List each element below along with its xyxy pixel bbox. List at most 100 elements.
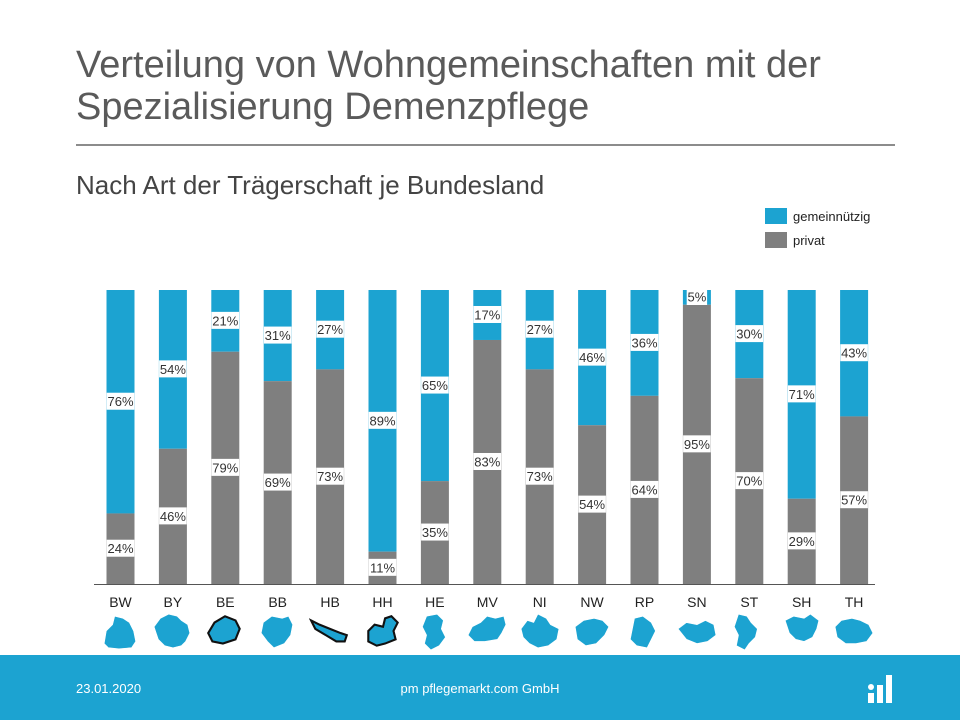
legend-label-gemeinnuetzig: gemeinnützig [793,208,871,224]
value-label-gemeinnuetzig-hb-bg [316,320,344,338]
value-label-privat-bb-text: 69% [265,475,291,490]
title-divider [76,144,895,146]
value-label-privat-mv-text: 83% [474,454,500,469]
sachsen-anhalt-map-icon-shape [734,613,759,651]
hessen-map-icon-shape [421,613,446,651]
value-label-privat-hb-text: 73% [317,469,343,484]
value-label-gemeinnuetzig-bb-text: 31% [265,328,291,343]
schleswig-holstein-map-icon-shape [784,613,819,642]
footer-company: pm pflegemarkt.com GmbH [400,681,560,696]
sachsen-map-icon-shape [677,620,717,644]
value-label-privat-bw: 24% [106,539,135,557]
value-label-gemeinnuetzig-hh-text: 89% [369,413,395,428]
bremen-map-icon-shape [309,618,349,643]
x-tick-hh: HH [372,594,392,610]
value-label-gemeinnuetzig-sn-bg [686,288,708,305]
x-tick-rp: RP [635,594,654,610]
value-label-privat-bb: 69% [263,473,292,491]
value-label-privat-rp-text: 64% [631,482,657,497]
value-label-privat-mv: 83% [473,452,502,470]
value-label-privat-he-bg [421,523,449,541]
value-label-privat-by-text: 46% [160,509,186,524]
value-label-gemeinnuetzig-bw: 76% [106,392,135,410]
legend-item-privat: privat [765,228,870,252]
value-label-privat-by-bg [159,507,187,525]
legend-label-privat: privat [793,232,825,248]
x-tick-hb: HB [320,594,339,610]
legend-swatch-gemeinnuetzig [765,208,787,224]
stacked-bar-chart: 76% 24% BW 54% 46% BY 21% 79% BE 31% 69% BB 27% 73% HB… [94,288,875,610]
footer-bar: 23.01.2020 pm pflegemarkt.com GmbH [0,655,960,720]
value-label-gemeinnuetzig-bw-text: 76% [107,394,133,409]
chart-legend: gemeinnützig privat [765,204,870,252]
slide-title: Verteilung von Wohngemeinschaften mit de… [76,44,821,128]
mecklenburg-vorpommern-map-icon [468,615,507,642]
value-label-gemeinnuetzig-sh-bg [787,385,816,403]
value-label-privat-by: 46% [159,507,187,525]
brandenburg-map-icon [260,615,293,649]
legend-swatch-privat [765,232,787,248]
value-label-gemeinnuetzig-hh-bg [368,411,397,429]
value-label-privat-rp-bg [630,480,659,498]
schleswig-holstein-map-icon [784,613,819,642]
niedersachsen-map-icon [520,613,559,649]
value-label-gemeinnuetzig-hh: 89% [368,411,397,429]
value-label-gemeinnuetzig-ni: 27% [525,320,554,338]
value-label-privat-th: 57% [840,491,868,509]
value-label-gemeinnuetzig-st-text: 30% [736,327,762,342]
bremen-map-icon [309,618,349,643]
pflegemarkt-logo-icon [868,675,892,703]
value-label-privat-ni: 73% [525,467,554,485]
value-label-privat-sh-bg [787,532,816,550]
value-label-privat-hh-bg [368,558,397,576]
value-label-gemeinnuetzig-sh-text: 71% [789,387,815,402]
hessen-map-icon [421,613,446,651]
rheinland-pfalz-map-icon-shape [629,615,656,649]
thueringen-map-icon [834,618,874,644]
x-tick-by: BY [164,594,183,610]
bayern-map-icon-shape [153,613,191,649]
value-label-privat-nw: 54% [578,495,606,513]
value-label-gemeinnuetzig-by: 54% [159,360,187,378]
thueringen-map-icon-shape [834,618,874,644]
value-label-gemeinnuetzig-nw-text: 46% [579,350,605,365]
value-label-privat-bb-bg [263,473,292,491]
value-label-gemeinnuetzig-bw-bg [106,392,135,410]
value-label-gemeinnuetzig-he: 65% [421,376,449,394]
value-label-privat-he: 35% [421,523,449,541]
value-label-privat-sh-text: 29% [789,534,815,549]
value-label-gemeinnuetzig-mv-text: 17% [474,307,500,322]
x-tick-be: BE [216,594,235,610]
value-label-privat-he-text: 35% [422,525,448,540]
value-label-privat-nw-bg [578,495,606,513]
value-label-privat-be: 79% [211,458,240,476]
value-label-privat-hh-text: 11% [370,560,395,575]
value-label-privat-sn-text: 95% [684,437,710,452]
value-label-gemeinnuetzig-bb-bg [263,326,292,344]
value-label-privat-st-bg [735,472,764,490]
value-label-gemeinnuetzig-mv-bg [473,305,502,323]
x-tick-ni: NI [533,594,547,610]
value-label-gemeinnuetzig-st: 30% [735,325,764,343]
value-label-gemeinnuetzig-rp-bg [630,333,659,351]
value-label-gemeinnuetzig-st-bg [735,325,764,343]
baden-wuerttemberg-map-icon [103,615,136,650]
rheinland-pfalz-map-icon [629,615,656,649]
nordrhein-westfalen-map-icon [574,618,610,646]
value-label-privat-th-bg [840,491,868,509]
value-label-privat-sn-bg [683,435,711,453]
value-label-privat-be-bg [211,458,240,476]
x-tick-sn: SN [687,594,706,610]
x-tick-bb: BB [268,594,287,610]
value-label-privat-st-text: 70% [736,474,762,489]
x-tick-st: ST [740,594,758,610]
value-label-gemeinnuetzig-he-bg [421,376,449,394]
berlin-map-icon [207,615,242,645]
value-label-gemeinnuetzig-be-bg [211,311,240,329]
value-label-privat-mv-bg [473,452,502,470]
value-label-gemeinnuetzig-sn: 5% [686,288,708,305]
value-label-privat-bw-bg [106,539,135,557]
value-label-gemeinnuetzig-sn-text: 5% [688,290,707,305]
x-tick-he: HE [425,594,444,610]
value-label-gemeinnuetzig-by-bg [159,360,187,378]
